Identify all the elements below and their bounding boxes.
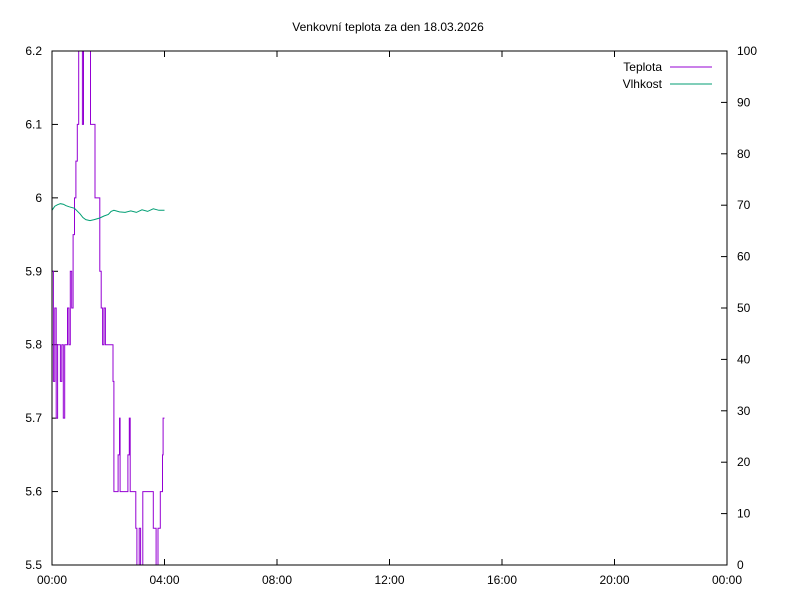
x-tick-label: 04:00 bbox=[149, 573, 179, 587]
x-tick-label: 00:00 bbox=[712, 573, 742, 587]
y2-tick-label: 50 bbox=[737, 301, 751, 315]
y-tick-label: 5.5 bbox=[25, 558, 42, 572]
chart-title: Venkovní teplota za den 18.03.2026 bbox=[292, 20, 484, 34]
x-tick-label: 12:00 bbox=[374, 573, 404, 587]
y2-tick-label: 70 bbox=[737, 198, 751, 212]
x-tick-label: 16:00 bbox=[487, 573, 517, 587]
y2-tick-label: 90 bbox=[737, 95, 751, 109]
y-tick-label: 6.2 bbox=[25, 44, 42, 58]
y-tick-label: 6 bbox=[35, 191, 42, 205]
y2-tick-label: 100 bbox=[737, 44, 757, 58]
y-tick-label: 5.7 bbox=[25, 411, 42, 425]
y2-tick-label: 80 bbox=[737, 147, 751, 161]
y-tick-label: 5.6 bbox=[25, 485, 42, 499]
legend: Teplota Vlhkost bbox=[623, 60, 712, 91]
y-tick-label: 5.9 bbox=[25, 264, 42, 278]
y2-tick-label: 30 bbox=[737, 404, 751, 418]
plot-border bbox=[51, 50, 728, 566]
axis-ticks: 00:00 04:00 08:00 12:00 16:00 20:00 00:005.55.… bbox=[25, 44, 757, 587]
y-tick-label: 5.8 bbox=[25, 338, 42, 352]
y2-tick-label: 40 bbox=[737, 352, 751, 366]
y2-tick-label: 10 bbox=[737, 507, 751, 521]
plot-area bbox=[52, 51, 165, 565]
series-line-vlhkost bbox=[52, 203, 165, 222]
y2-tick-label: 20 bbox=[737, 455, 751, 469]
y2-tick-label: 0 bbox=[737, 558, 744, 572]
legend-label-vlhkost: Vlhkost bbox=[623, 77, 663, 91]
y-tick-label: 6.1 bbox=[25, 117, 42, 131]
legend-label-teplota: Teplota bbox=[623, 60, 662, 74]
x-tick-label: 20:00 bbox=[599, 573, 629, 587]
x-tick-label: 08:00 bbox=[262, 573, 292, 587]
series-line-teplota bbox=[52, 51, 165, 565]
x-tick-label: 00:00 bbox=[37, 573, 67, 587]
y2-tick-label: 60 bbox=[737, 250, 751, 264]
